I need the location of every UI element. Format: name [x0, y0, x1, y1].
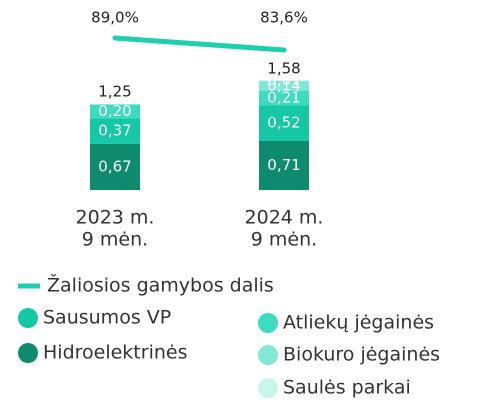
line-label: 89,0% [91, 9, 139, 27]
legend-label: Biokuro jėgainės [283, 344, 440, 366]
total-label: 1,25 [98, 82, 131, 100]
segment-label: 0,21 [267, 88, 300, 106]
bar-segment [259, 141, 309, 190]
legend-label: Sausumos VP [43, 307, 171, 329]
segment-label: 0,37 [98, 122, 131, 140]
x-tick-label: 9 mėn. [82, 229, 148, 251]
bar-segment [259, 105, 309, 142]
bar-segment [259, 80, 309, 91]
legend-swatch [18, 308, 38, 328]
x-tick-label: 2024 m. [245, 207, 324, 229]
legend-label: Hidroelektrinės [43, 342, 187, 364]
legend-swatch [258, 378, 278, 398]
x-tick-label: 2023 m. [76, 207, 155, 229]
segment-label: 0,01 [267, 71, 300, 89]
legend-swatch [18, 343, 38, 363]
segment-label: 0,71 [267, 156, 300, 174]
segment-label: 0,67 [98, 157, 131, 175]
total-label: 1,58 [267, 59, 300, 77]
line-label: 83,6% [260, 9, 308, 27]
legend-label: Žaliosios gamybos dalis [47, 274, 274, 297]
legend-label: Atliekų jėgainės [283, 312, 434, 334]
x-tick-label: 9 mėn. [251, 229, 317, 251]
share-line [112, 35, 287, 53]
segment-label: 0,52 [267, 114, 300, 132]
bar-segment [90, 143, 140, 190]
legend-swatch [258, 345, 278, 365]
bar-segment [90, 104, 140, 119]
legend-swatch [258, 313, 278, 333]
bar-segment [90, 118, 140, 144]
bar-segment [259, 80, 309, 81]
segment-label: 0,20 [98, 102, 131, 120]
bar-segment [259, 90, 309, 106]
legend-label: Saulės parkai [283, 377, 411, 399]
